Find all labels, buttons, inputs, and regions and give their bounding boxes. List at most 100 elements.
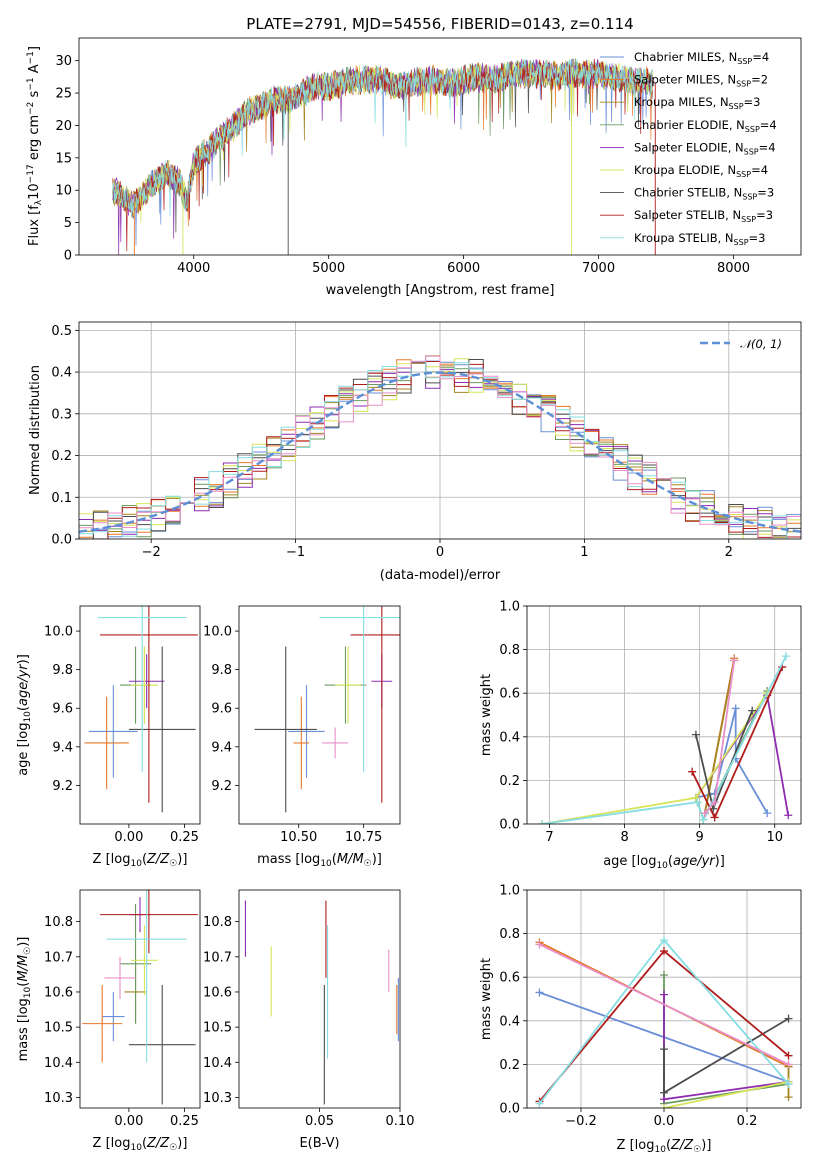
label-part: −1 xyxy=(26,51,36,64)
weight-line xyxy=(663,994,789,1101)
legend-count: =4 xyxy=(760,118,777,132)
y-tick-label: 0.6 xyxy=(499,971,520,986)
legend-count: =3 xyxy=(756,208,773,222)
y-tick-label: 5 xyxy=(64,216,72,231)
axes-frame xyxy=(78,37,802,256)
panel-weight_vs_Z: −0.2 0.0 0.2 0.0 0.2 0.4 0.6 0.8 1.0 Z [log10(Z/Z… xyxy=(479,884,802,1155)
y-tick-label: 9.4 xyxy=(211,740,232,755)
plot-layer: 4000 5000 6000 7000 8000051015202530waveleng… xyxy=(16,37,802,1155)
label-part: ☉ xyxy=(23,947,33,955)
x-tick-label: 0.25 xyxy=(170,1114,199,1129)
legend-name: Chabrier STELIB, N xyxy=(634,186,742,200)
label-part: 10 xyxy=(130,859,142,869)
x-axis-label: wavelength [Angstrom, rest frame] xyxy=(326,283,555,298)
axes-frame xyxy=(526,605,802,825)
weight-marker xyxy=(535,940,544,949)
weight-marker xyxy=(660,936,668,945)
legend-entry: Kroupa STELIB, NSSP=3 xyxy=(634,231,765,247)
x-tick-label: 0.10 xyxy=(386,1114,415,1129)
weight-marker xyxy=(784,1060,793,1069)
plot-area-age_vs_Z xyxy=(84,606,198,813)
x-axis-label: age [log10(age/yr)] xyxy=(603,854,725,871)
y-tick-label: 10.4 xyxy=(44,1056,73,1071)
label-part: )] xyxy=(701,1138,711,1153)
x-tick-label: 2 xyxy=(725,545,733,560)
weight-marker xyxy=(660,1104,668,1108)
label-part: λ xyxy=(34,199,44,205)
weight-marker xyxy=(535,988,544,997)
x-axis-label: Z [log10(Z/Z☉)] xyxy=(93,852,188,869)
weight-line xyxy=(539,943,789,1066)
weight-line xyxy=(704,660,736,814)
y-tick-label: 9.2 xyxy=(52,779,73,794)
weight-marker xyxy=(538,820,547,824)
legend-name: Chabrier MILES, N xyxy=(634,50,737,64)
legend-entry: Kroupa ELODIE, NSSP=4 xyxy=(634,163,768,179)
label-part: ( xyxy=(16,982,31,987)
x-tick-label: 0.0 xyxy=(654,1114,675,1129)
label-part: ( xyxy=(16,706,31,711)
y-tick-label: 10.5 xyxy=(203,1021,232,1036)
x-tick-label: 0.25 xyxy=(170,830,199,845)
y-tick-label: 0.4 xyxy=(51,366,72,381)
label-part: )] xyxy=(715,854,725,869)
x-tick-label: 5000 xyxy=(312,261,345,276)
label-part: −17 xyxy=(26,164,36,183)
legend-name: Salpeter STELIB, N xyxy=(634,208,741,222)
weight-marker xyxy=(693,798,702,807)
label-part: M/M xyxy=(337,852,364,867)
weight-marker xyxy=(535,1099,544,1108)
x-tick-label: 7 xyxy=(545,830,553,845)
y-tick-label: 30 xyxy=(55,54,72,69)
histogram-step xyxy=(79,355,801,539)
weight-marker xyxy=(688,767,697,776)
x-tick-label: −1 xyxy=(286,545,305,560)
label-part: M/M xyxy=(16,955,31,982)
y-tick-label: 9.2 xyxy=(211,779,232,794)
y-tick-label: 10.3 xyxy=(44,1091,73,1106)
panel-mass_vs_ebv: 0.05 0.10 10.3 10.4 10.5 10.6 10.7 10.8 E(B-V) xyxy=(203,889,415,1151)
weight-marker xyxy=(660,947,668,956)
weight-marker xyxy=(710,813,719,822)
plot-area-weight_vs_Z xyxy=(527,890,801,1108)
plot-area-mass_vs_ebv xyxy=(244,900,399,1105)
label-part: )] xyxy=(16,654,31,664)
label-part: age [log xyxy=(16,723,31,776)
legend-entry: Kroupa MILES, NSSP=3 xyxy=(634,95,760,111)
label-part: 10 xyxy=(656,861,668,871)
label-part: )] xyxy=(177,852,187,867)
label-part: ☉ xyxy=(364,859,372,869)
axes-frame xyxy=(526,889,802,1109)
y-tick-label: 0.4 xyxy=(499,1014,520,1029)
label-part: ( xyxy=(142,852,147,867)
plot-area-age_vs_mass xyxy=(254,606,400,813)
x-tick-label: 0 xyxy=(436,545,444,560)
legend-name: Chabrier ELODIE, N xyxy=(634,118,745,132)
label-part: )] xyxy=(16,937,31,947)
y-tick-label: 0 xyxy=(64,249,72,264)
weight-marker xyxy=(763,809,772,818)
axes-frame xyxy=(238,605,401,825)
weight-marker xyxy=(784,811,793,820)
label-part: Z/Z xyxy=(146,852,170,867)
panel-age_vs_mass: 10.50 10.75 9.2 9.4 9.6 9.8 10.0 mass [log10(M/… xyxy=(203,605,401,869)
label-part: age [log xyxy=(603,854,656,869)
y-tick-label: 10.5 xyxy=(44,1021,73,1036)
y-tick-label: 0.2 xyxy=(499,774,520,789)
weight-marker xyxy=(748,706,757,715)
weight-marker xyxy=(731,704,740,713)
y-tick-label: 9.4 xyxy=(52,740,73,755)
x-axis-label: Z [log10(Z/Z☉)] xyxy=(93,1136,188,1153)
label-part: 10 xyxy=(320,859,332,869)
x-tick-label: 9 xyxy=(696,830,704,845)
x-axis-label: E(B-V) xyxy=(299,1136,339,1151)
y-tick-label: 0.5 xyxy=(51,324,72,339)
x-axis-label: mass [log10(M/M☉)] xyxy=(257,852,382,869)
legend-sub: SSP xyxy=(734,238,749,247)
label-part: Z [log xyxy=(617,1138,655,1153)
panel-spectrum: 4000 5000 6000 7000 8000 0 5 10 15 20 25 30 waveleng… xyxy=(26,37,802,298)
y-tick-label: 0.8 xyxy=(499,643,520,658)
legend-sub: SSP xyxy=(729,102,744,111)
